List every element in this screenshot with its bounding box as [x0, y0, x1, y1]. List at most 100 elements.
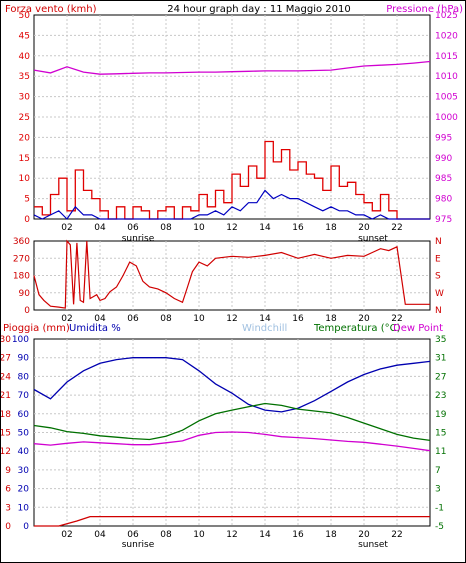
- y2-tick-label: 1005: [435, 93, 458, 103]
- x-tick-label: 14: [259, 530, 271, 540]
- y-tick-label: 40: [19, 52, 31, 62]
- wind-speed-line: [34, 140, 430, 220]
- y2-tick-label: 1010: [435, 72, 458, 82]
- y2-tick-label: S: [435, 272, 441, 282]
- pressure-line: [33, 60, 431, 75]
- sunset-label-top: sunset: [358, 234, 388, 244]
- y2-tick-label: 3: [435, 485, 441, 495]
- x-tick-label: 12: [226, 314, 237, 324]
- x-tick-label: 18: [325, 530, 337, 540]
- y-tick-label: 15: [19, 154, 30, 164]
- x-tick-label: 20: [358, 530, 370, 540]
- y-tick-label: 18: [1, 410, 11, 420]
- y-tick-label: 20: [19, 133, 31, 143]
- x-tick-label: 02: [61, 314, 72, 324]
- y-tick-label: 9: [5, 466, 11, 476]
- y-tick-label: 24: [1, 372, 11, 382]
- y-tick-label: 30: [19, 93, 31, 103]
- y-tick-label: 35: [19, 72, 30, 82]
- y-tick-label-secondary: 0: [23, 522, 29, 532]
- y-tick-label-secondary: 50: [18, 429, 30, 439]
- y-tick-label: 0: [24, 306, 30, 316]
- y2-tick-label: N: [435, 237, 442, 247]
- x-tick-label: 14: [259, 223, 271, 233]
- y-tick-label-secondary: 20: [18, 485, 30, 495]
- y-tick-label-secondary: 40: [18, 447, 30, 457]
- x-tick-label: 10: [193, 223, 205, 233]
- y2-tick-label: 1020: [435, 31, 458, 41]
- y2-tick-label: 1000: [435, 113, 458, 123]
- y-tick-label: 10: [19, 174, 31, 184]
- y-tick-label: 270: [13, 254, 30, 264]
- windchill-legend: Windchill: [242, 323, 287, 334]
- y2-tick-label: 1025: [435, 11, 458, 21]
- chart-title: 24 hour graph day : 11 Maggio 2010: [167, 4, 350, 15]
- y-tick-label-secondary: 80: [18, 372, 30, 382]
- x-tick-label: 22: [391, 314, 402, 324]
- humidity-line: [33, 357, 431, 413]
- y2-tick-label: E: [435, 254, 441, 264]
- temperature-line: [33, 402, 431, 442]
- y-tick-label: 0: [24, 215, 30, 225]
- x-tick-label: 04: [94, 314, 106, 324]
- y-tick-label: 27: [1, 354, 11, 364]
- y2-tick-label: 1015: [435, 52, 458, 62]
- x-tick-label: 06: [127, 314, 139, 324]
- y-tick-label: 15: [1, 429, 11, 439]
- wind-average-line: [33, 189, 430, 220]
- y2-tick-label: -5: [435, 522, 444, 532]
- x-tick-label: 06: [127, 530, 139, 540]
- x-tick-label: 02: [61, 530, 72, 540]
- y-tick-label: 5: [24, 195, 30, 205]
- rain-line: [34, 515, 430, 527]
- y-tick-label: 12: [1, 447, 11, 457]
- x-tick-label: 12: [226, 530, 237, 540]
- x-tick-label: 06: [127, 223, 139, 233]
- dewpoint-legend: Dew Point: [393, 323, 443, 334]
- y-tick-label: 180: [13, 272, 30, 282]
- x-tick-label: 04: [94, 530, 106, 540]
- y2-tick-label: 975: [435, 215, 452, 225]
- y2-tick-label: 31: [435, 354, 446, 364]
- y-tick-label: 50: [19, 11, 31, 21]
- x-tick-label: 16: [292, 223, 304, 233]
- y-tick-label-secondary: 90: [18, 354, 30, 364]
- x-tick-label: 16: [292, 530, 304, 540]
- y-tick-label-secondary: 10: [18, 503, 30, 513]
- x-tick-label: 10: [193, 314, 205, 324]
- y-tick-label: 360: [13, 237, 30, 247]
- y2-tick-label: 980: [435, 195, 452, 205]
- sunset-label-bottom: sunset: [358, 540, 388, 550]
- y-tick-label-secondary: 100: [12, 335, 29, 345]
- dewpoint-line: [33, 431, 431, 452]
- y2-tick-label: 19: [435, 410, 447, 420]
- y-tick-label: 25: [19, 113, 30, 123]
- y-tick-label: 90: [19, 289, 31, 299]
- x-tick-label: 22: [391, 530, 402, 540]
- x-tick-label: 20: [358, 223, 370, 233]
- y2-tick-label: 35: [435, 335, 446, 345]
- wind-direction-line: [33, 239, 430, 309]
- y-tick-label: 0: [5, 522, 11, 532]
- x-tick-label: 22: [391, 223, 402, 233]
- x-tick-label: 04: [94, 223, 106, 233]
- y2-tick-label: 990: [435, 154, 452, 164]
- x-tick-label: 10: [193, 530, 205, 540]
- y2-tick-label: W: [435, 289, 444, 299]
- y2-tick-label: 15: [435, 429, 446, 439]
- x-tick-label: 14: [259, 314, 271, 324]
- x-tick-label: 08: [160, 314, 172, 324]
- wind-axis-title: Forza vento (kmh): [5, 4, 97, 15]
- y2-tick-label: -1: [435, 503, 444, 513]
- y2-tick-label: 985: [435, 174, 452, 184]
- x-tick-label: 08: [160, 223, 172, 233]
- y-tick-label: 45: [19, 31, 30, 41]
- sunrise-label-bottom: sunrise: [122, 540, 155, 550]
- y2-tick-label: 11: [435, 447, 446, 457]
- y2-tick-label: N: [435, 306, 442, 316]
- x-tick-label: 18: [325, 223, 337, 233]
- temperature-axis-title: Temperatura (°C): [313, 323, 401, 334]
- y-tick-label-secondary: 70: [18, 391, 30, 401]
